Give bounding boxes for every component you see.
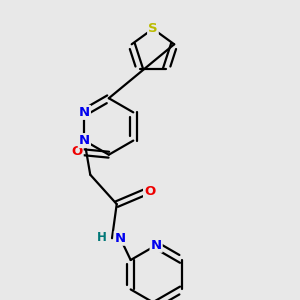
Text: N: N: [79, 106, 90, 119]
Text: N: N: [151, 239, 162, 252]
Text: N: N: [115, 232, 126, 245]
Text: H: H: [97, 231, 106, 244]
Text: O: O: [71, 145, 83, 158]
Text: O: O: [144, 185, 155, 198]
Text: S: S: [148, 22, 158, 35]
Text: N: N: [79, 134, 90, 147]
